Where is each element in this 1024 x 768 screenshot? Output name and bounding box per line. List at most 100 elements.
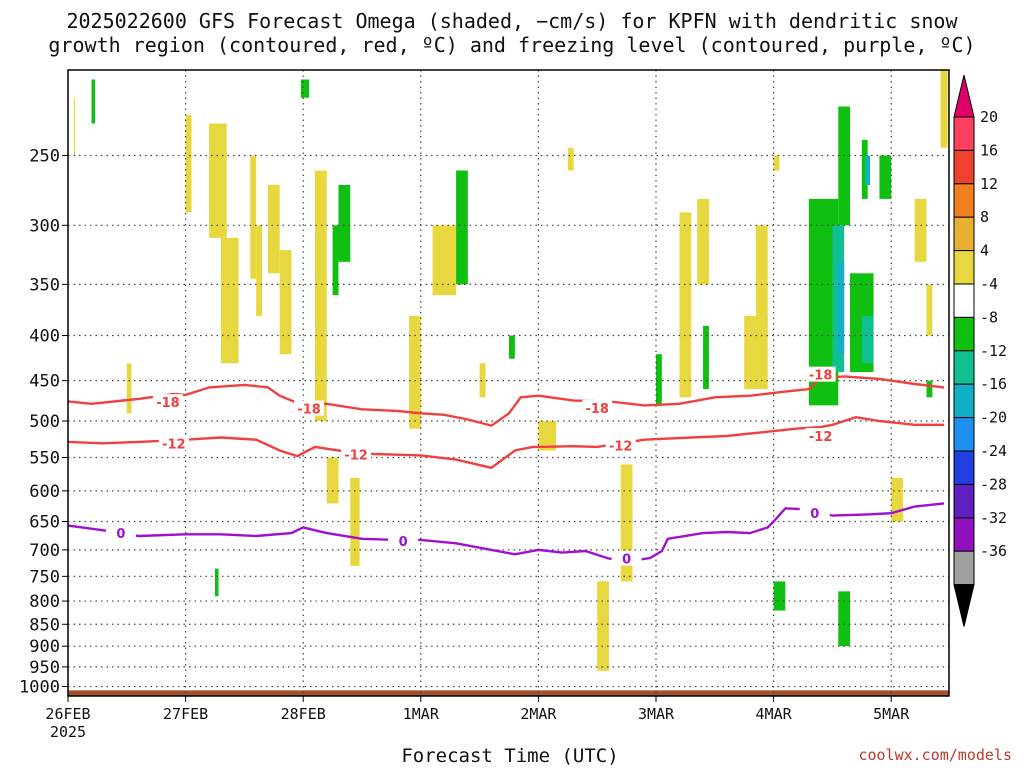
colorbar-legend: 20 16 12 8 4 -4 -8 -12 -16 -20 -24 -28 -32 -36 bbox=[953, 74, 1007, 627]
contour-label: 0 bbox=[399, 535, 408, 550]
omega-shade-cell bbox=[267, 184, 280, 274]
omega-shade-cell bbox=[838, 591, 851, 647]
plot-frame bbox=[67, 69, 950, 697]
x-tick-label: 1MAR bbox=[403, 705, 440, 723]
contour-label: -18 bbox=[585, 402, 609, 417]
omega-shade-cell bbox=[256, 225, 263, 316]
colorbar-label: -28 bbox=[980, 475, 1007, 493]
contour-label-bg bbox=[388, 533, 419, 549]
colorbar-label: -24 bbox=[980, 442, 1007, 460]
colorbar-segment bbox=[953, 417, 975, 452]
contour-label-bg bbox=[799, 505, 830, 521]
omega-shade-cell bbox=[773, 581, 786, 611]
omega-shade-cell bbox=[597, 581, 609, 671]
y-tick-label: 450 bbox=[29, 372, 60, 392]
colorbar-segment bbox=[953, 517, 975, 552]
colorbar-label: 8 bbox=[980, 208, 989, 226]
colorbar-label: 20 bbox=[980, 108, 998, 126]
omega-shade-cell bbox=[73, 97, 76, 156]
colorbar-segment bbox=[953, 216, 975, 252]
colorbar-segment bbox=[953, 316, 975, 352]
y-axis-pressure: 2503003504004505005506006507007508008509… bbox=[19, 146, 68, 698]
y-tick-label: 400 bbox=[29, 327, 60, 347]
omega-shade-cell bbox=[250, 155, 257, 279]
x-axis-time: 26FEB 27FEB 28FEB 1MAR 2MAR 3MAR 4MAR 5MAR 2025 bbox=[45, 696, 910, 741]
x-tick-label: 27FEB bbox=[163, 705, 208, 723]
omega-shade-cell bbox=[338, 184, 351, 262]
omega-shade-cell bbox=[456, 170, 468, 285]
omega-shade-cell bbox=[220, 237, 239, 364]
colorbar-segment bbox=[953, 149, 975, 185]
plot-area: -18 -18 -18 -18 -12 -12 -12 -12 0 0 0 0 bbox=[67, 69, 950, 697]
contour-label: 0 bbox=[622, 553, 631, 568]
y-tick-label: 950 bbox=[29, 658, 60, 678]
colorbar-segment bbox=[953, 183, 975, 218]
colorbar-segment bbox=[953, 550, 975, 586]
omega-shade-cell bbox=[479, 363, 486, 398]
omega-shade-cell bbox=[744, 315, 768, 390]
chart-title-line-2: growth region (contoured, red, ºC) and f… bbox=[48, 33, 975, 57]
contour-label-bg bbox=[105, 525, 136, 541]
y-tick-label: 750 bbox=[29, 567, 60, 587]
y-tick-label: 350 bbox=[29, 275, 60, 295]
y-tick-label: 650 bbox=[29, 513, 60, 533]
contour-label: -18 bbox=[809, 369, 833, 384]
colorbar-bottom-arrow bbox=[953, 584, 975, 627]
colorbar-label: -4 bbox=[980, 275, 998, 293]
y-tick-label: 250 bbox=[29, 146, 60, 166]
contour-line bbox=[67, 415, 945, 470]
x-year-label: 2025 bbox=[50, 723, 86, 741]
x-tick-label: 28FEB bbox=[281, 705, 326, 723]
omega-shade-cell bbox=[279, 250, 292, 355]
colorbar-label: -36 bbox=[980, 542, 1007, 560]
omega-shade-cell bbox=[656, 354, 662, 406]
omega-shade-cell bbox=[861, 315, 874, 364]
y-tick-label: 1000 bbox=[19, 678, 60, 698]
contour-label: -12 bbox=[609, 439, 633, 454]
omega-shade-cell bbox=[879, 155, 892, 199]
colorbar-segment bbox=[953, 116, 975, 151]
x-tick-label: 4MAR bbox=[756, 705, 793, 723]
contour-label-bg bbox=[805, 428, 836, 444]
omega-shade-cell bbox=[409, 315, 421, 429]
colorbar-label: -16 bbox=[980, 375, 1007, 393]
omega-shade-cell bbox=[861, 139, 868, 199]
colorbar-label: -8 bbox=[980, 308, 998, 326]
contour-line bbox=[67, 502, 945, 562]
omega-shade-cell bbox=[91, 79, 96, 124]
contour-label: 0 bbox=[810, 507, 819, 522]
colorbar-label: -20 bbox=[980, 409, 1007, 427]
omega-shade-cell bbox=[314, 170, 327, 422]
x-axis-label: Forecast Time (UTC) bbox=[401, 745, 618, 767]
y-tick-label: 800 bbox=[29, 592, 60, 612]
contour-label: -18 bbox=[297, 403, 321, 418]
colorbar-label: 12 bbox=[980, 175, 998, 193]
omega-shade-cell bbox=[326, 457, 339, 504]
omega-shade-cell bbox=[926, 284, 933, 336]
x-tick-label: 3MAR bbox=[638, 705, 675, 723]
colorbar-segment bbox=[953, 483, 975, 519]
omega-shade-cell bbox=[185, 115, 192, 213]
y-tick-label: 500 bbox=[29, 412, 60, 432]
contour-label: 0 bbox=[116, 527, 125, 542]
omega-shade-cell bbox=[891, 477, 903, 522]
omega-shade-cell bbox=[703, 325, 709, 390]
omega-shade-cell bbox=[209, 123, 227, 238]
contour-label-bg bbox=[805, 366, 836, 382]
contour-label-bg bbox=[152, 394, 183, 410]
omega-shade-cell bbox=[679, 212, 692, 398]
omega-shade-cell bbox=[567, 147, 574, 171]
omega-shade-cell bbox=[755, 225, 768, 326]
colorbar-segment bbox=[953, 450, 975, 485]
y-tick-label: 300 bbox=[29, 216, 60, 236]
contour-label: -18 bbox=[156, 396, 180, 411]
surface-band bbox=[68, 690, 949, 696]
chart-title-line-1: 2025022600 GFS Forecast Omega (shaded, −… bbox=[66, 9, 958, 33]
chart-title: 2025022600 GFS Forecast Omega (shaded, −… bbox=[48, 9, 975, 57]
omega-shade-cell bbox=[838, 261, 845, 355]
contour-label-bg bbox=[582, 399, 613, 415]
contour-label-bg bbox=[294, 400, 325, 416]
contour-label-bg bbox=[158, 435, 189, 451]
omega-shade-cell bbox=[620, 464, 633, 582]
